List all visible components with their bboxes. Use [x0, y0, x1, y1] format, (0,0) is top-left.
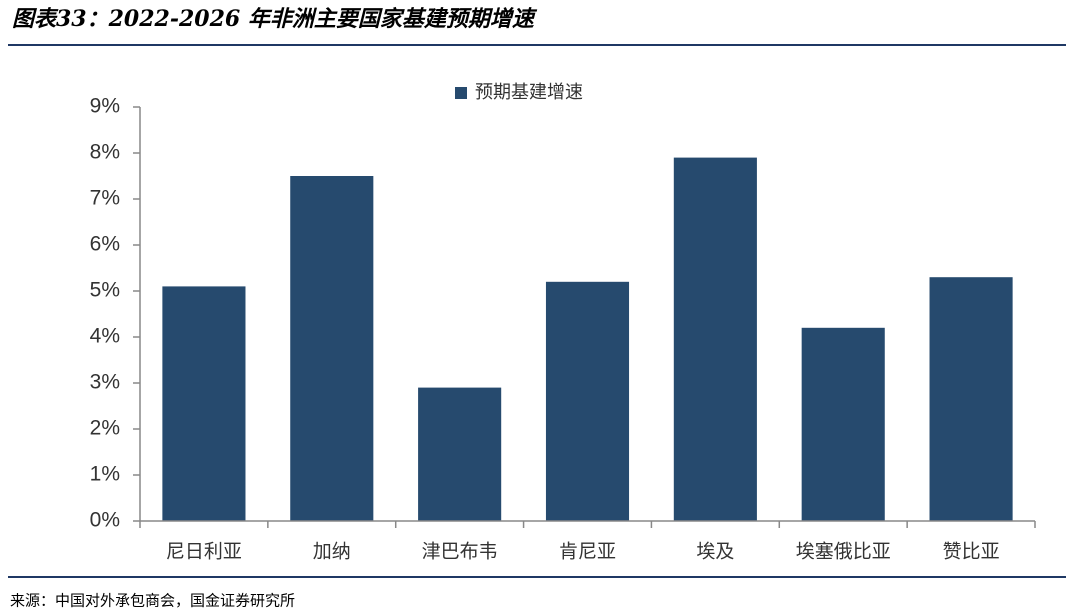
y-tick-label: 0%: [90, 509, 120, 532]
x-tick-label: 埃及: [696, 541, 734, 563]
bar: [673, 157, 757, 521]
x-tick-label: 加纳: [313, 541, 351, 563]
chart-title: 图表33：2022-2026 年非洲主要国家基建预期增速: [12, 6, 538, 32]
x-tick-label: 津巴布韦: [422, 541, 498, 563]
y-tick-label: 7%: [90, 187, 120, 210]
y-tick-label: 5%: [90, 279, 120, 302]
bar: [162, 286, 246, 521]
y-tick-label: 3%: [90, 371, 120, 394]
y-tick-label: 2%: [90, 417, 120, 440]
y-tick-label: 6%: [90, 233, 120, 256]
y-tick-label: 1%: [90, 463, 120, 486]
source: 来源：中国对外承包商会，国金证券研究所: [10, 592, 295, 610]
bar: [545, 281, 630, 521]
x-tick-label: 埃塞俄比亚: [796, 541, 891, 563]
x-tick-label: 赞比亚: [943, 541, 1000, 563]
x-tick-label: 肯尼亚: [559, 541, 616, 563]
y-tick-label: 9%: [90, 95, 120, 118]
legend-swatch: [455, 87, 467, 99]
bar: [418, 387, 502, 521]
bar: [801, 327, 885, 521]
bar: [290, 176, 374, 521]
legend-label: 预期基建增速: [475, 82, 583, 103]
bar: [929, 277, 1013, 521]
y-tick-label: 4%: [90, 325, 120, 348]
y-tick-label: 8%: [90, 141, 120, 164]
x-tick-label: 尼日利亚: [166, 541, 242, 563]
